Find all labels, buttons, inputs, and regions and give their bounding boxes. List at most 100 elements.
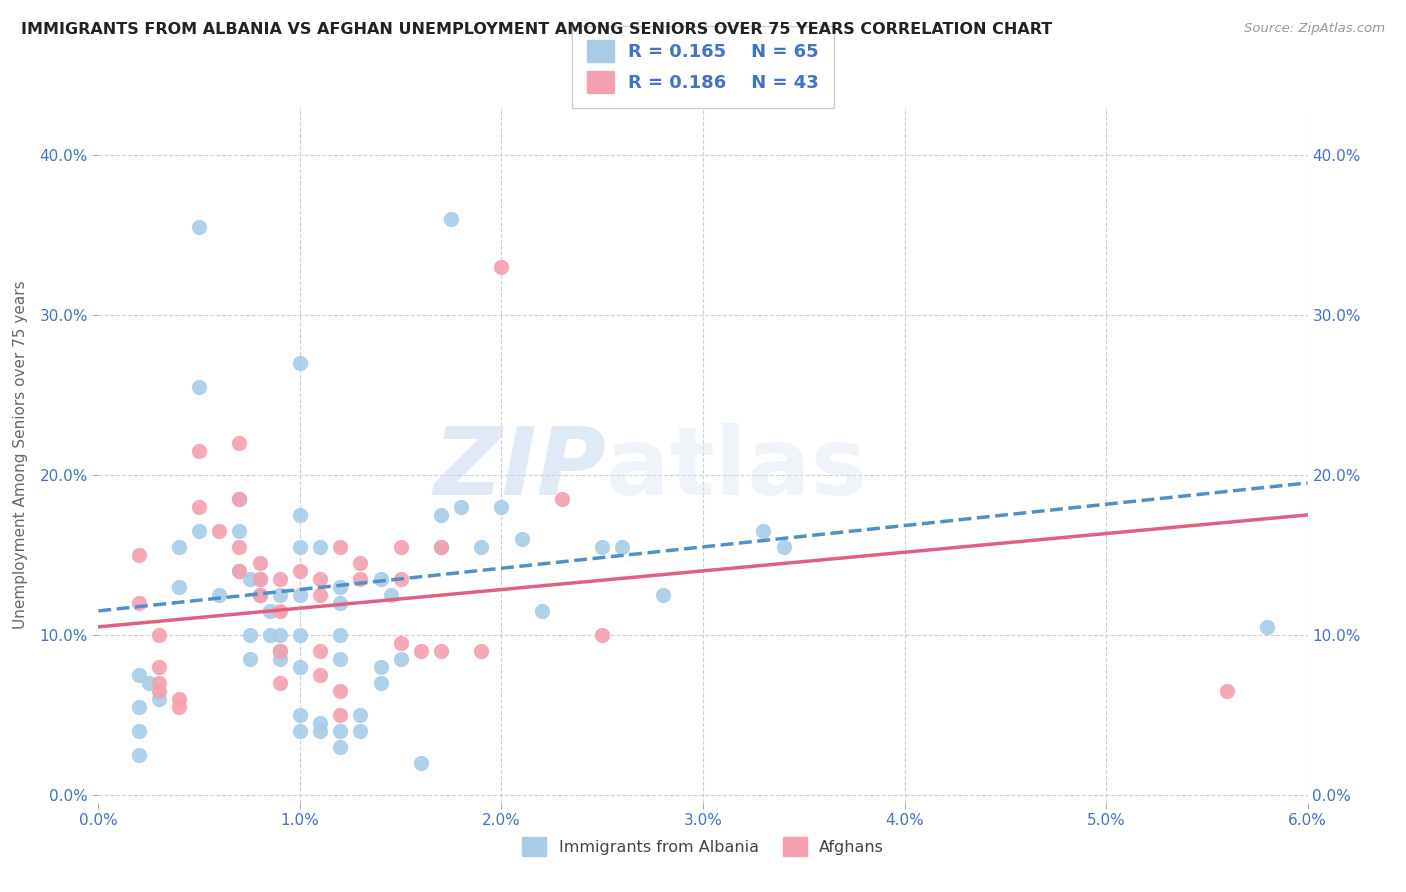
Point (148, 683, 170, 698)
Point (138, 676, 160, 690)
Point (530, 604, 553, 618)
Point (329, 580, 352, 594)
Point (288, 540, 311, 554)
Point (349, 556, 371, 570)
Point (491, 500, 513, 514)
Point (228, 491, 250, 506)
Point (269, 572, 291, 586)
Point (249, 572, 271, 586)
Text: Source: ZipAtlas.com: Source: ZipAtlas.com (1244, 22, 1385, 36)
Text: IMMIGRANTS FROM ALBANIA VS AFGHAN UNEMPLOYMENT AMONG SENIORS OVER 75 YEARS CORRE: IMMIGRANTS FROM ALBANIA VS AFGHAN UNEMPL… (21, 22, 1052, 37)
Point (269, 644, 291, 658)
Point (551, 491, 574, 506)
Point (188, 524, 211, 538)
Point (128, 548, 150, 562)
Point (370, 676, 392, 690)
Point (370, 572, 392, 586)
Point (148, 691, 170, 706)
Point (128, 596, 150, 610)
Point (288, 508, 311, 522)
Y-axis label: Unemployment Among Seniors over 75 years: Unemployment Among Seniors over 75 years (14, 281, 28, 629)
Point (389, 572, 412, 586)
Point (389, 636, 412, 650)
Point (409, 644, 432, 658)
Point (1216, 683, 1239, 698)
Point (349, 723, 371, 738)
Point (188, 500, 211, 514)
Point (752, 524, 775, 538)
Point (491, 260, 513, 274)
Point (249, 588, 271, 602)
Point (440, 212, 463, 227)
Point (269, 652, 291, 666)
Point (228, 491, 250, 506)
Point (389, 652, 412, 666)
Point (591, 540, 613, 554)
Point (269, 628, 291, 642)
Point (228, 436, 250, 450)
Point (309, 668, 332, 682)
Point (128, 723, 150, 738)
Point (228, 564, 250, 578)
Point (148, 660, 170, 674)
Point (430, 644, 453, 658)
Point (309, 723, 332, 738)
Point (370, 660, 392, 674)
Point (208, 588, 231, 602)
Point (329, 683, 352, 698)
Point (269, 644, 291, 658)
Point (329, 707, 352, 722)
Point (329, 739, 352, 754)
Point (269, 676, 291, 690)
Point (772, 540, 794, 554)
Point (430, 540, 453, 554)
Point (380, 588, 402, 602)
Point (249, 556, 271, 570)
Point (349, 707, 371, 722)
Point (409, 756, 432, 770)
Point (208, 524, 231, 538)
Point (188, 380, 211, 394)
Point (309, 572, 332, 586)
Point (430, 540, 453, 554)
Point (329, 652, 352, 666)
Point (228, 540, 250, 554)
Point (128, 668, 150, 682)
Point (288, 707, 311, 722)
Point (329, 723, 352, 738)
Point (188, 219, 211, 234)
Point (239, 572, 262, 586)
Point (167, 540, 190, 554)
Point (329, 540, 352, 554)
Point (259, 604, 281, 618)
Point (470, 540, 492, 554)
Point (309, 588, 332, 602)
Point (167, 699, 190, 714)
Point (228, 524, 250, 538)
Point (288, 723, 311, 738)
Point (288, 660, 311, 674)
Point (389, 540, 412, 554)
Text: atlas: atlas (606, 423, 868, 515)
Point (269, 604, 291, 618)
Point (148, 628, 170, 642)
Point (249, 588, 271, 602)
Point (148, 676, 170, 690)
Point (239, 628, 262, 642)
Point (430, 508, 453, 522)
Point (128, 747, 150, 762)
Point (349, 572, 371, 586)
Point (259, 628, 281, 642)
Point (309, 540, 332, 554)
Point (239, 652, 262, 666)
Point (288, 628, 311, 642)
Point (228, 564, 250, 578)
Point (329, 596, 352, 610)
Point (288, 588, 311, 602)
Point (128, 699, 150, 714)
Point (288, 356, 311, 370)
Point (249, 572, 271, 586)
Point (612, 540, 634, 554)
Point (167, 691, 190, 706)
Point (269, 588, 291, 602)
